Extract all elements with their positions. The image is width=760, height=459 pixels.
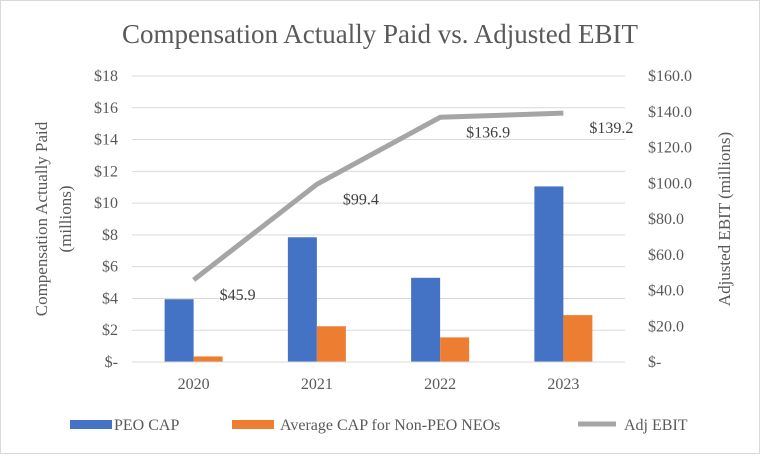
bar-average-cap-for-non-peo-neos: [316, 326, 346, 362]
x-tick-label: 2020: [178, 376, 210, 393]
bar-peo-cap: [287, 237, 317, 362]
x-tick-label: 2022: [424, 376, 456, 393]
bar-average-cap-for-non-peo-neos: [563, 315, 593, 362]
y2-tick-label: $40.0: [648, 283, 684, 300]
y-axis-title-line1: Compensation Actually Paid: [32, 121, 51, 316]
y2-tick-label: $80.0: [648, 211, 684, 228]
y-tick-label: $18: [94, 68, 118, 85]
legend-label: Average CAP for Non-PEO NEOs: [280, 417, 500, 434]
bar-peo-cap: [164, 299, 194, 362]
bar-average-cap-for-non-peo-neos: [440, 337, 470, 362]
data-label-adj-ebit: $139.2: [589, 120, 633, 137]
y2-axis-title: Adjusted EBIT (millions): [715, 132, 734, 306]
y2-tick-label: $100.0: [648, 175, 692, 192]
data-label-adj-ebit: $45.9: [220, 287, 256, 304]
y2-tick-label: $20.0: [648, 318, 684, 335]
y-tick-label: $10: [94, 195, 118, 212]
y2-tick-label: $-: [648, 354, 661, 371]
y-tick-label: $8: [102, 227, 118, 244]
y-tick-label: $4: [102, 290, 118, 307]
y-axis-title-line2: (millions): [56, 185, 75, 252]
bars: [164, 186, 593, 362]
line-adj-ebit: [192, 110, 564, 282]
line-series: $45.9 $99.4 $136.9 $139.2: [192, 110, 633, 304]
legend: PEO CAP Average CAP for Non-PEO NEOs Adj E…: [70, 417, 688, 434]
chart-title: Compensation Actually Paid vs. Adjusted …: [122, 19, 638, 49]
y-tick-label: $16: [94, 100, 118, 117]
legend-label: PEO CAP: [114, 417, 179, 434]
y-tick-label: $14: [94, 132, 118, 149]
data-label-adj-ebit: $99.4: [343, 191, 379, 208]
x-tick-label: 2021: [301, 376, 333, 393]
axes: $- $2 $4 $6 $8 $10 $12 $14 $16 $18 $- $20.0 $40.0 $60…: [94, 68, 692, 393]
legend-label: Adj EBIT: [624, 417, 688, 434]
y-tick-label: $12: [94, 163, 118, 180]
y-tick-label: $2: [102, 322, 118, 339]
data-label-adj-ebit: $136.9: [466, 124, 510, 141]
y2-tick-label: $140.0: [648, 104, 692, 121]
bar-average-cap-for-non-peo-neos: [193, 356, 223, 362]
y2-tick-label: $120.0: [648, 140, 692, 157]
bar-peo-cap: [534, 186, 564, 362]
bar-peo-cap: [411, 277, 441, 362]
legend-swatch: [232, 420, 274, 429]
y-tick-label: $6: [102, 259, 118, 276]
y2-tick-label: $160.0: [648, 68, 692, 85]
y-tick-label: $-: [105, 354, 118, 371]
x-tick-label: 2023: [547, 376, 579, 393]
legend-swatch: [70, 420, 112, 429]
y2-tick-label: $60.0: [648, 247, 684, 264]
